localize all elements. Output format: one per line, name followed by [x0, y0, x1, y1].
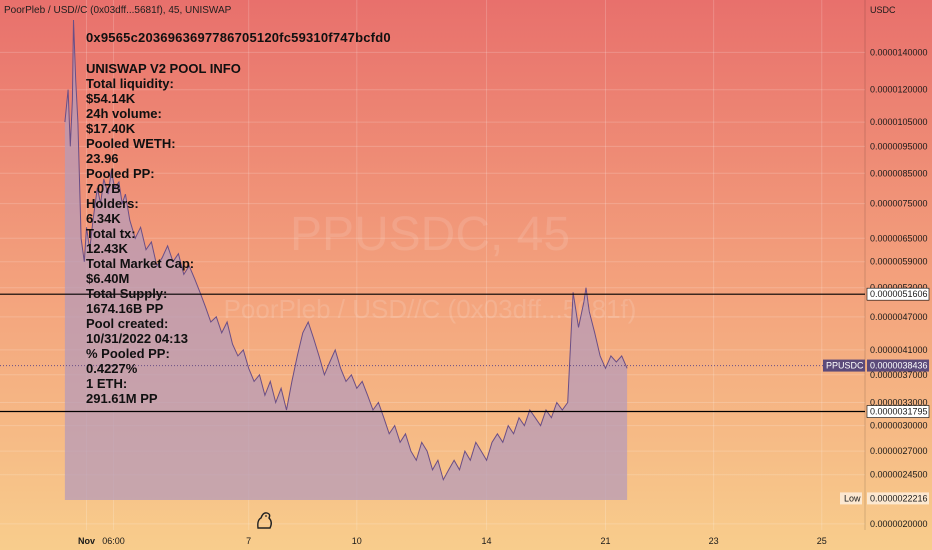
price-labels: 0.0000051606 0.0000031795 PPUSDC 0.00000384… — [823, 287, 930, 505]
horizontal-line-label: 0.0000051606 — [870, 289, 928, 299]
horizontal-line-tag — [866, 405, 930, 418]
pool-info-line: Pooled PP: — [86, 166, 155, 181]
y-tick-label: 0.0000033000 — [870, 398, 928, 408]
y-tick-label: 0.0000085000 — [870, 168, 928, 178]
pool-info-line: 291.61M PP — [86, 391, 158, 406]
pool-info-line: 1 ETH: — [86, 376, 128, 391]
x-tick-label: 06:00 — [102, 536, 125, 546]
pool-info-line: 12.43K — [86, 241, 128, 256]
y-tick-label: 0.0000041000 — [870, 345, 928, 355]
low-price-label: 0.0000022216 — [870, 493, 928, 503]
pool-info-line: $54.14K — [86, 91, 136, 106]
x-tick-label: 10 — [352, 536, 362, 546]
pool-info-panel: 0x9565c2036963697786705120fc59310f747bcf… — [86, 30, 391, 406]
tradingview-logo-icon — [257, 512, 272, 529]
watermark-description: PoorPleb / USD//C (0x03dff...5681f) — [224, 294, 637, 324]
pool-info-line: $17.40K — [86, 121, 136, 136]
pool-address: 0x9565c2036963697786705120fc59310f747bcf… — [86, 30, 391, 45]
pool-info-line: Total Supply: — [86, 286, 168, 301]
y-tick-label: 0.0000053000 — [870, 283, 928, 293]
horizontal-line-label: 0.0000031795 — [870, 407, 928, 417]
y-tick-label: 0.0000030000 — [870, 421, 928, 431]
low-price-tag — [867, 492, 929, 505]
low-tag — [840, 492, 862, 505]
pool-info-line: % Pooled PP: — [86, 346, 170, 361]
x-tick-label: 25 — [817, 536, 827, 546]
y-tick-label: 0.0000075000 — [870, 199, 928, 209]
currency-label: USDC — [870, 5, 896, 15]
y-tick-label: 0.0000065000 — [870, 233, 928, 243]
y-axis: 0.0000140000 0.0000120000 0.0000105000 0.00… — [870, 47, 928, 529]
y-tick-label: 0.0000037000 — [870, 370, 928, 380]
y-tick-label: 0.0000105000 — [870, 117, 928, 127]
pool-info-line: 0.4227% — [86, 361, 138, 376]
pool-info-line: Total liquidity: — [86, 76, 174, 91]
horizontal-lines — [0, 293, 865, 413]
pool-info-line: 23.96 — [86, 151, 119, 166]
y-tick-label: 0.0000095000 — [870, 141, 928, 151]
current-price-label: 0.0000038436 — [870, 361, 928, 371]
x-tick-label: 14 — [482, 536, 492, 546]
x-tick-label: 7 — [246, 536, 251, 546]
price-series — [64, 19, 628, 500]
current-symbol-label: PPUSDC — [826, 361, 864, 371]
current-symbol-tag — [823, 359, 865, 372]
y-tick-label: 0.0000020000 — [870, 519, 928, 529]
horizontal-line-tag — [866, 287, 930, 301]
x-tick-label: Nov — [78, 536, 95, 546]
pool-info-line: 24h volume: — [86, 106, 162, 121]
y-tick-label: 0.0000047000 — [870, 312, 928, 322]
x-tick-label: 23 — [709, 536, 719, 546]
pool-info-line: $6.40M — [86, 271, 130, 286]
pool-info-line: 6.34K — [86, 211, 121, 226]
y-tick-label: 0.0000027000 — [870, 446, 928, 456]
pool-info-line: 10/31/2022 04:13 — [86, 331, 188, 346]
watermark-symbol: PPUSDC, 45 — [290, 208, 570, 261]
low-text: Low — [844, 493, 861, 503]
chart-title: PoorPleb / USD//C (0x03dff...5681f), 45,… — [4, 5, 232, 16]
pool-info-line: 1674.16B PP — [86, 301, 164, 316]
price-line — [64, 19, 628, 482]
y-tick-label: 0.0000120000 — [870, 85, 928, 95]
y-tick-label: 0.0000024500 — [870, 470, 928, 480]
current-price-tag — [867, 359, 929, 372]
x-tick-label: 21 — [600, 536, 610, 546]
pool-info-lines: UNISWAP V2 POOL INFO Total liquidity: $54.… — [86, 61, 391, 406]
pool-info-line: UNISWAP V2 POOL INFO — [86, 61, 241, 76]
y-tick-label: 0.0000140000 — [870, 47, 928, 57]
pool-info-line: Total Market Cap: — [86, 256, 195, 271]
pool-info-line: Holders: — [86, 196, 139, 211]
pool-info-line: Pool created: — [86, 316, 169, 331]
pool-info-line: 7.07B — [86, 181, 121, 196]
pool-info-line: Pooled WETH: — [86, 136, 176, 151]
x-axis: Nov 06:00 7 10 14 21 23 25 — [78, 536, 827, 546]
price-area — [64, 20, 628, 500]
y-tick-label: 0.0000059000 — [870, 257, 928, 267]
pool-info-line: Total tx: — [86, 226, 136, 241]
